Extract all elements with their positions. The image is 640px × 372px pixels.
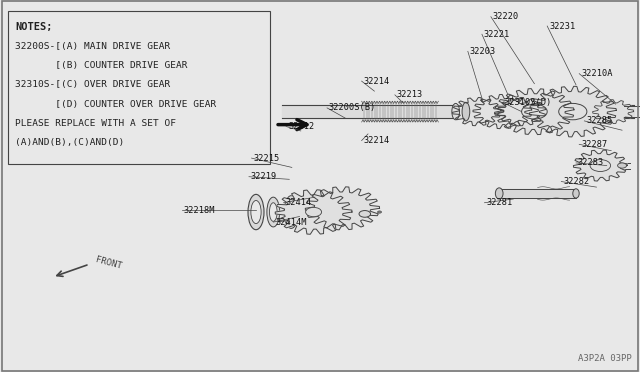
Ellipse shape: [573, 189, 579, 198]
Text: 32218M: 32218M: [184, 206, 215, 215]
Text: 32219: 32219: [251, 172, 277, 181]
Text: 32281: 32281: [486, 198, 513, 207]
Polygon shape: [497, 97, 546, 126]
Polygon shape: [573, 150, 627, 181]
Text: 32414M: 32414M: [275, 218, 307, 227]
Polygon shape: [129, 94, 163, 114]
Text: 32215: 32215: [253, 154, 280, 163]
Ellipse shape: [267, 197, 280, 227]
Text: FRONT: FRONT: [95, 255, 123, 270]
Text: 32220: 32220: [493, 12, 519, 21]
Ellipse shape: [251, 201, 261, 224]
Text: 32213: 32213: [397, 90, 423, 99]
Ellipse shape: [287, 202, 296, 222]
Text: 32200S-[(A) MAIN DRIVE GEAR: 32200S-[(A) MAIN DRIVE GEAR: [15, 42, 171, 51]
Text: NOTES;: NOTES;: [15, 22, 53, 32]
Polygon shape: [473, 94, 532, 129]
Text: 32221: 32221: [484, 30, 510, 39]
Ellipse shape: [359, 211, 371, 217]
Text: 32282: 32282: [563, 177, 589, 186]
Text: 32231: 32231: [549, 22, 575, 31]
Text: 32414: 32414: [285, 198, 312, 207]
Polygon shape: [282, 105, 634, 118]
Text: 32200S(B): 32200S(B): [329, 103, 376, 112]
Polygon shape: [237, 100, 262, 115]
Polygon shape: [168, 90, 216, 118]
Ellipse shape: [284, 196, 298, 228]
Text: [(B) COUNTER DRIVE GEAR: [(B) COUNTER DRIVE GEAR: [15, 61, 188, 70]
Ellipse shape: [269, 203, 277, 221]
Bar: [8, 11, 270, 164]
Text: 32210A: 32210A: [581, 69, 612, 78]
Polygon shape: [147, 92, 188, 116]
Text: 32412: 32412: [288, 122, 314, 131]
Ellipse shape: [452, 103, 460, 120]
Polygon shape: [305, 187, 380, 230]
Ellipse shape: [248, 194, 264, 230]
Text: 32310S(D): 32310S(D): [504, 98, 552, 107]
Ellipse shape: [306, 207, 322, 217]
Ellipse shape: [618, 163, 627, 168]
Polygon shape: [198, 94, 234, 115]
Text: 32203: 32203: [470, 47, 496, 56]
Polygon shape: [593, 100, 634, 124]
Ellipse shape: [462, 102, 470, 121]
Text: (A)AND(B),(C)AND(D): (A)AND(B),(C)AND(D): [15, 138, 125, 147]
Ellipse shape: [100, 94, 110, 114]
Text: 32287: 32287: [581, 140, 607, 149]
Polygon shape: [234, 98, 250, 107]
Text: PLEASE REPLACE WITH A SET OF: PLEASE REPLACE WITH A SET OF: [15, 119, 177, 128]
Text: A3P2A 03PP: A3P2A 03PP: [578, 354, 632, 363]
Text: 32310S-[(C) OVER DRIVE GEAR: 32310S-[(C) OVER DRIVE GEAR: [15, 80, 171, 89]
Polygon shape: [220, 95, 251, 113]
Text: 32214: 32214: [364, 136, 390, 145]
Polygon shape: [13, 100, 256, 109]
Text: [(D) COUNTER OVER DRIVE GEAR: [(D) COUNTER OVER DRIVE GEAR: [15, 100, 216, 109]
Polygon shape: [529, 86, 616, 137]
Polygon shape: [452, 97, 501, 126]
Text: 32285: 32285: [586, 116, 612, 125]
Text: 32214: 32214: [364, 77, 390, 86]
Polygon shape: [106, 93, 144, 115]
Polygon shape: [495, 89, 574, 135]
Text: 32283: 32283: [578, 158, 604, 167]
Polygon shape: [275, 190, 352, 234]
Ellipse shape: [495, 188, 503, 199]
Polygon shape: [499, 189, 576, 198]
Ellipse shape: [378, 211, 381, 213]
